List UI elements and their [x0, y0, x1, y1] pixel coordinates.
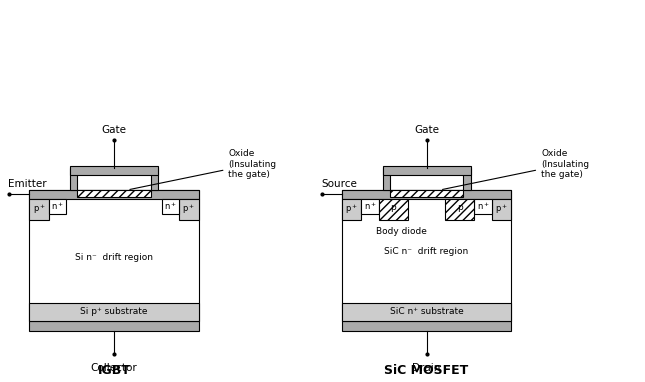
Text: p: p [457, 202, 462, 212]
Text: Collector: Collector [90, 363, 137, 373]
Bar [390, 190, 463, 197]
Bar [29, 199, 48, 220]
Text: n$^+$: n$^+$ [364, 201, 377, 212]
Bar [474, 199, 491, 214]
Bar [151, 168, 158, 190]
Bar [379, 199, 408, 220]
Text: SiC n⁺ substrate: SiC n⁺ substrate [390, 308, 463, 316]
Text: SiC MOSFET: SiC MOSFET [384, 364, 469, 377]
Bar [179, 199, 199, 220]
Bar [445, 199, 474, 220]
Text: Emitter: Emitter [8, 178, 47, 189]
Text: Si p⁺ substrate: Si p⁺ substrate [80, 308, 148, 316]
Bar [342, 199, 361, 220]
Bar [382, 166, 471, 175]
Text: IGBT: IGBT [97, 364, 130, 377]
Text: Gate: Gate [101, 125, 126, 135]
Bar [463, 168, 471, 190]
Bar [29, 190, 199, 321]
Bar [29, 303, 199, 321]
Bar [29, 190, 199, 199]
Text: p: p [391, 202, 396, 212]
Text: Gate: Gate [414, 125, 439, 135]
Bar [491, 199, 511, 220]
Bar [48, 199, 66, 214]
Bar [382, 168, 390, 190]
Text: n$^+$: n$^+$ [51, 201, 64, 212]
Text: SiC n⁻  drift region: SiC n⁻ drift region [384, 247, 469, 256]
Text: n$^+$: n$^+$ [477, 201, 490, 212]
Bar [77, 190, 151, 197]
Bar [70, 168, 77, 190]
Text: p$^+$: p$^+$ [345, 203, 358, 217]
Text: n$^+$: n$^+$ [164, 201, 177, 212]
Bar [162, 199, 179, 214]
Text: p$^+$: p$^+$ [495, 203, 508, 217]
Text: p$^+$: p$^+$ [32, 203, 45, 217]
Text: Si n⁻  drift region: Si n⁻ drift region [75, 253, 153, 262]
Bar [342, 303, 511, 321]
Text: Oxide
(Insulating
the gate): Oxide (Insulating the gate) [442, 149, 589, 189]
Bar [342, 321, 511, 331]
Text: Drain: Drain [412, 363, 441, 373]
Text: p$^+$: p$^+$ [183, 203, 195, 217]
Text: Oxide
(Insulating
the gate): Oxide (Insulating the gate) [130, 149, 277, 189]
Bar [361, 199, 379, 214]
Text: Body diode: Body diode [376, 227, 426, 236]
Text: Source: Source [321, 178, 357, 189]
Bar [342, 190, 511, 199]
Bar [70, 166, 158, 175]
Bar [342, 190, 511, 321]
Bar [29, 321, 199, 331]
